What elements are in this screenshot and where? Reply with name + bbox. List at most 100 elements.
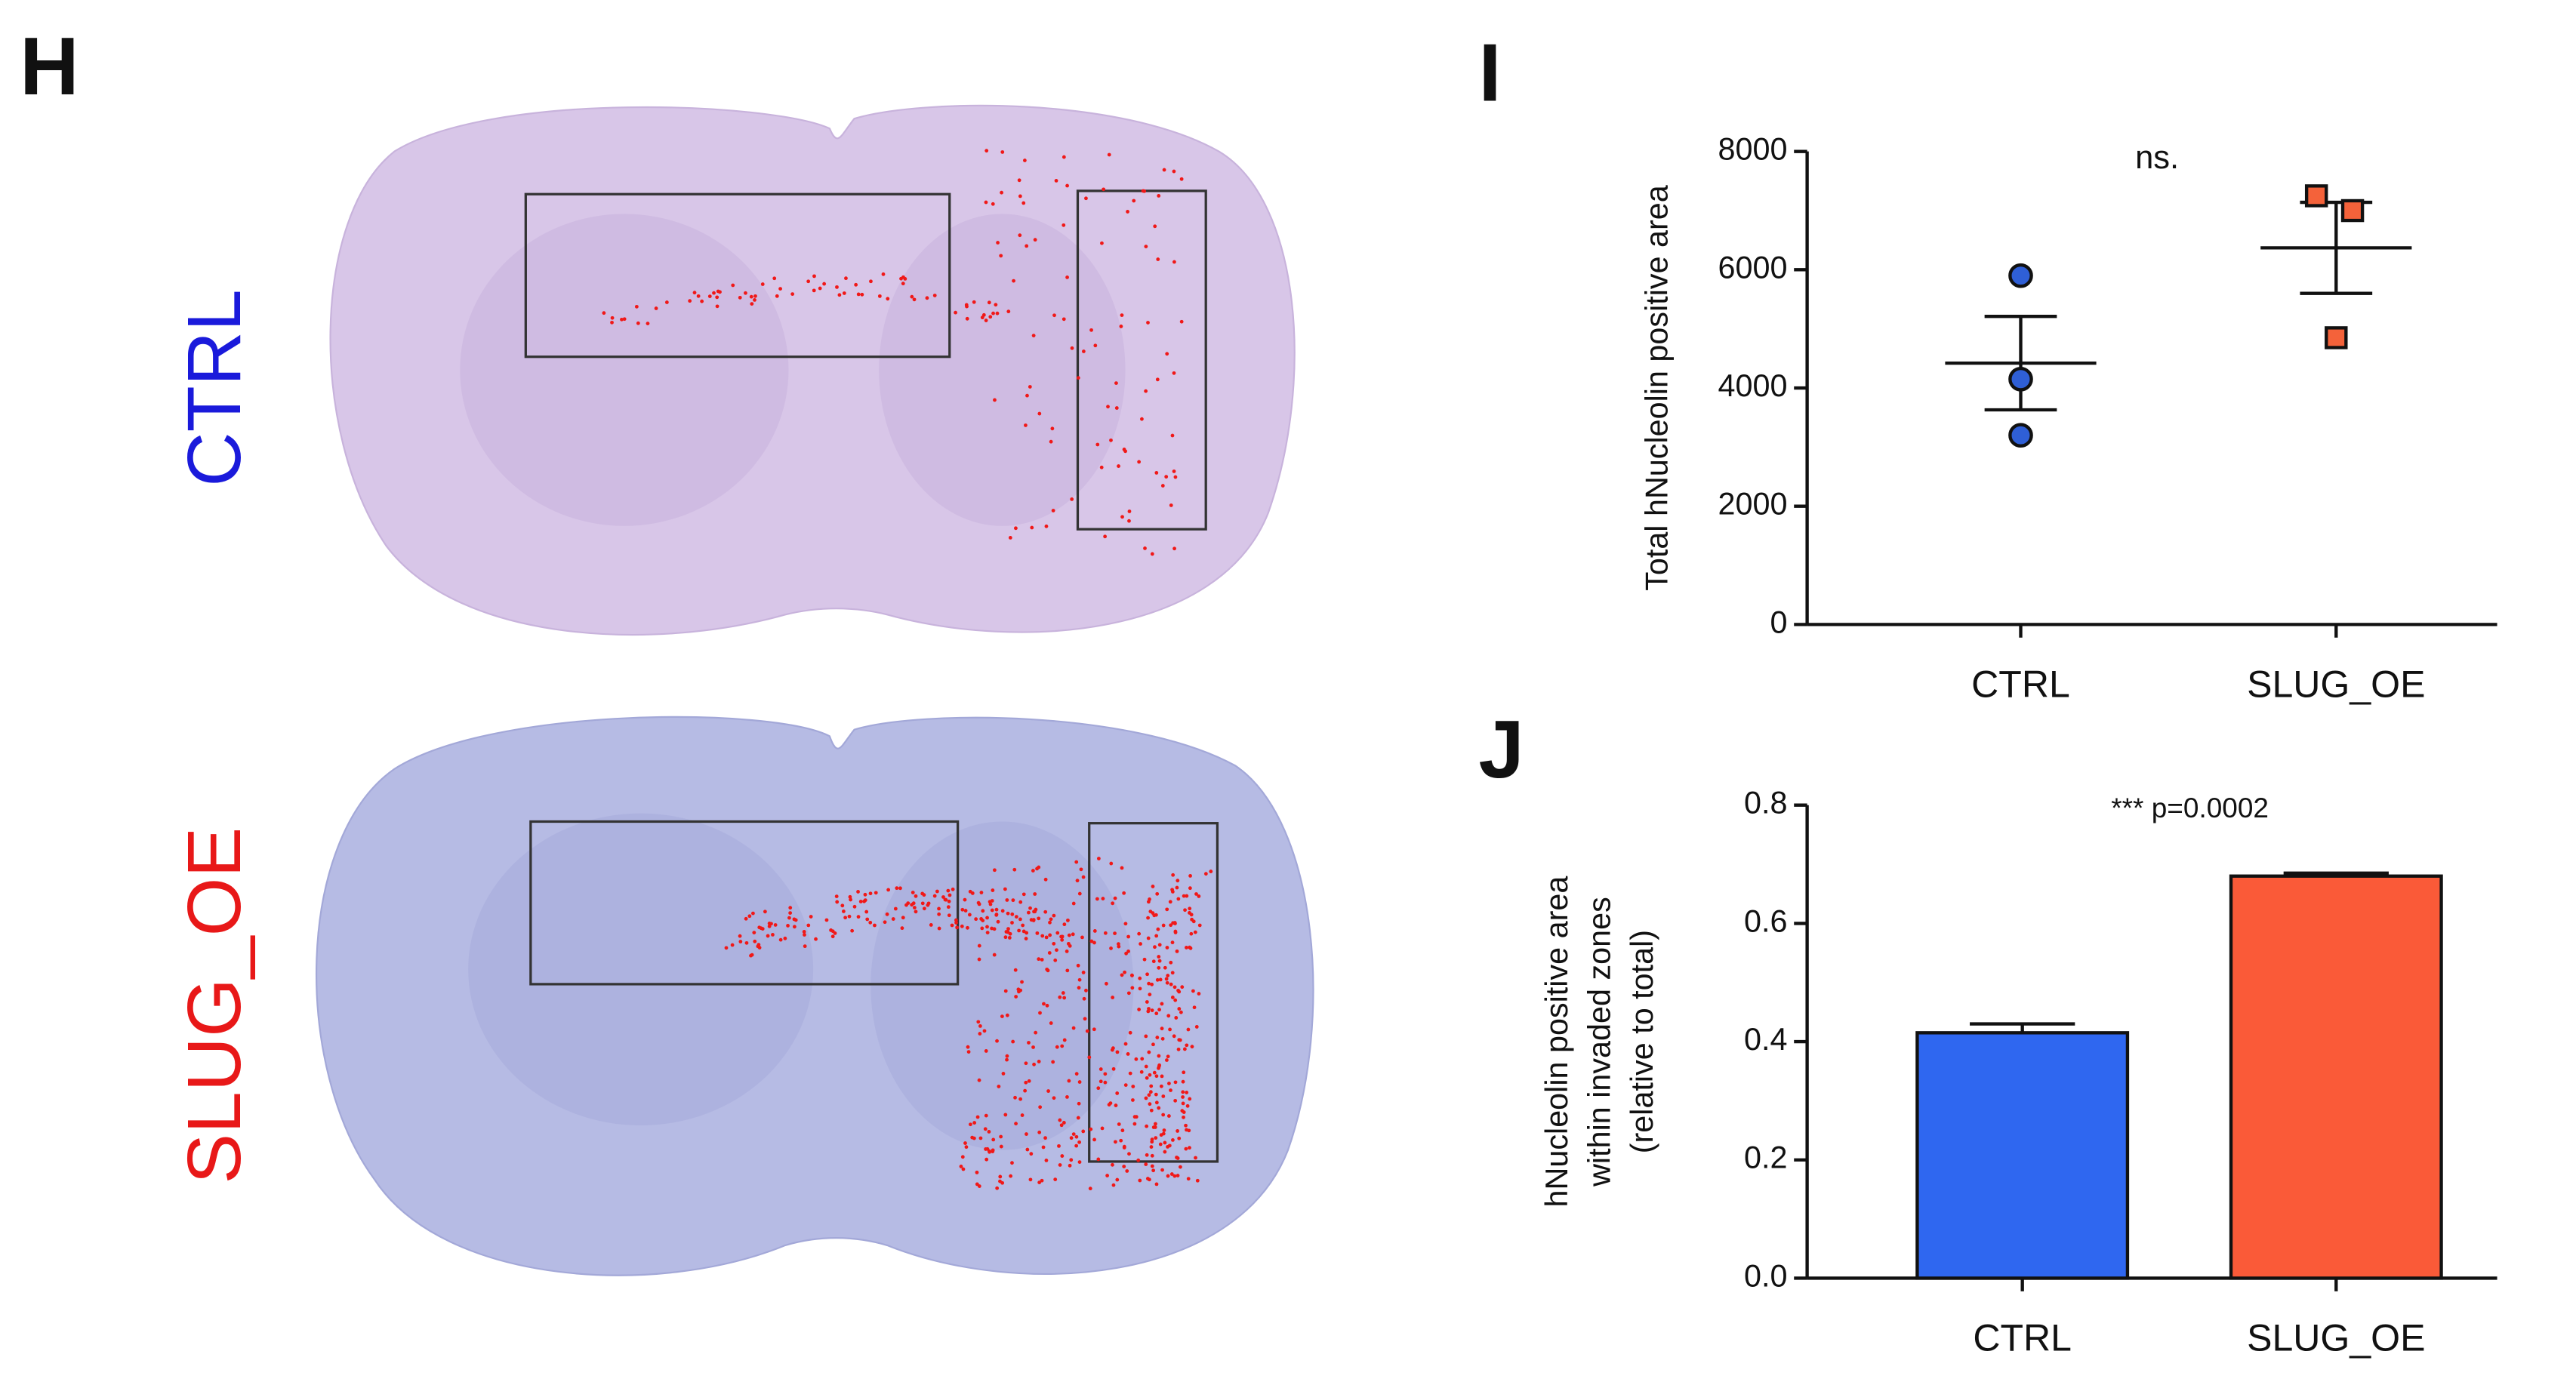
- cell-dot: [1172, 371, 1176, 375]
- panel-letter: J: [1478, 704, 1524, 796]
- cell-dot: [1154, 1136, 1158, 1140]
- y-axis-label: Total hNucleolin positive area: [1640, 185, 1675, 591]
- cell-dot: [1194, 1156, 1197, 1160]
- cell-dot: [850, 928, 855, 933]
- cell-dot: [984, 1113, 988, 1118]
- cell-dot: [1169, 923, 1173, 928]
- cell-dot: [1081, 1129, 1086, 1134]
- cell-dot: [1038, 1105, 1043, 1110]
- cell-dot: [1190, 917, 1194, 922]
- cell-dot: [852, 904, 857, 909]
- cell-dot: [753, 298, 756, 302]
- cell-dot: [1191, 989, 1195, 993]
- cell-dot: [1043, 1136, 1047, 1140]
- cell-dot: [1174, 1016, 1179, 1020]
- cell-dot: [1122, 1144, 1126, 1149]
- cell-dot: [1060, 1154, 1065, 1158]
- cell-dot: [1155, 891, 1160, 896]
- cell-dot: [1172, 169, 1176, 174]
- cell-dot: [1148, 1090, 1153, 1094]
- cell-dot: [1062, 922, 1067, 927]
- cell-dot: [1175, 885, 1179, 890]
- cell-dot: [951, 887, 955, 891]
- data-point: [2008, 366, 2033, 392]
- cell-dot: [1189, 931, 1194, 936]
- cell-dot: [1038, 1011, 1042, 1015]
- cell-dot: [1052, 913, 1056, 918]
- tissue-region: [460, 214, 789, 526]
- cell-dot: [1145, 1000, 1149, 1004]
- cell-dot: [1028, 1177, 1033, 1182]
- cell-dot: [946, 888, 951, 893]
- cell-dot: [1017, 990, 1021, 994]
- cell-dot: [1182, 1115, 1185, 1119]
- cell-dot: [1144, 1162, 1148, 1166]
- cell-dot: [1111, 1162, 1114, 1167]
- cell-dot: [738, 934, 742, 938]
- cell-dot: [803, 933, 806, 937]
- cell-dot: [1154, 934, 1159, 938]
- cell-dot: [984, 319, 988, 322]
- cell-dot: [1077, 977, 1082, 982]
- cell-dot: [1119, 325, 1123, 328]
- cell-dot: [1005, 898, 1009, 902]
- cell-dot: [901, 275, 905, 279]
- cell-dot: [1117, 464, 1120, 468]
- cell-dot: [985, 931, 990, 935]
- cell-dot: [778, 937, 783, 942]
- cell-dot: [1048, 933, 1052, 937]
- cell-dot: [1052, 313, 1056, 318]
- cell-dot: [1185, 1091, 1189, 1094]
- cell-dot: [1111, 1183, 1116, 1187]
- cell-dot: [1077, 1160, 1082, 1164]
- cell-dot: [1169, 1172, 1174, 1176]
- cell-dot: [1166, 1014, 1171, 1018]
- cell-dot: [1017, 928, 1021, 933]
- cell-dot: [1146, 321, 1150, 325]
- y-tick-label: 0: [1770, 605, 1788, 639]
- cell-dot: [1147, 1093, 1151, 1097]
- row-label: CTRL: [172, 289, 257, 486]
- cell-dot: [1137, 460, 1142, 464]
- y-tick-label: 0.4: [1744, 1022, 1787, 1057]
- cell-dot: [1095, 442, 1100, 447]
- cell-dot: [980, 315, 984, 320]
- cell-dot: [985, 925, 989, 929]
- cell-dot: [1032, 1062, 1036, 1067]
- x-tick-label: CTRL: [1971, 663, 2070, 705]
- cell-dot: [1160, 1002, 1164, 1006]
- cell-dot: [1127, 509, 1132, 513]
- cell-dot: [869, 279, 873, 284]
- cell-dot: [1043, 877, 1048, 882]
- cell-dot: [966, 925, 969, 930]
- cell-dot: [1122, 448, 1126, 451]
- cell-dot: [1163, 965, 1167, 970]
- cell-dot: [1138, 1178, 1142, 1183]
- cell-dot: [990, 926, 994, 931]
- cell-dots: [602, 149, 1213, 1191]
- cell-dot: [602, 311, 606, 315]
- cell-dot: [1167, 1082, 1171, 1085]
- cell-dot: [1150, 552, 1154, 556]
- cell-dot: [1046, 1089, 1050, 1093]
- cell-dot: [926, 901, 931, 906]
- cell-dot: [1134, 1057, 1139, 1061]
- cell-dot: [920, 891, 925, 896]
- cell-dot: [1007, 936, 1012, 940]
- cell-dot: [843, 916, 848, 920]
- cell-dot: [1177, 1038, 1182, 1042]
- cell-dot: [1103, 534, 1107, 539]
- cell-dot: [1166, 1114, 1171, 1118]
- cell-dot: [1023, 1088, 1028, 1093]
- cell-dot: [988, 902, 993, 906]
- cell-dot: [1148, 1073, 1152, 1077]
- cell-dot: [1028, 906, 1032, 910]
- cell-dot: [1055, 931, 1060, 935]
- cell-dot: [1006, 927, 1010, 931]
- cell-dot: [881, 272, 886, 276]
- cell-dot: [1114, 406, 1119, 410]
- cell-dot: [1018, 233, 1022, 238]
- cell-dot: [1040, 958, 1044, 962]
- cell-dot: [1021, 892, 1026, 897]
